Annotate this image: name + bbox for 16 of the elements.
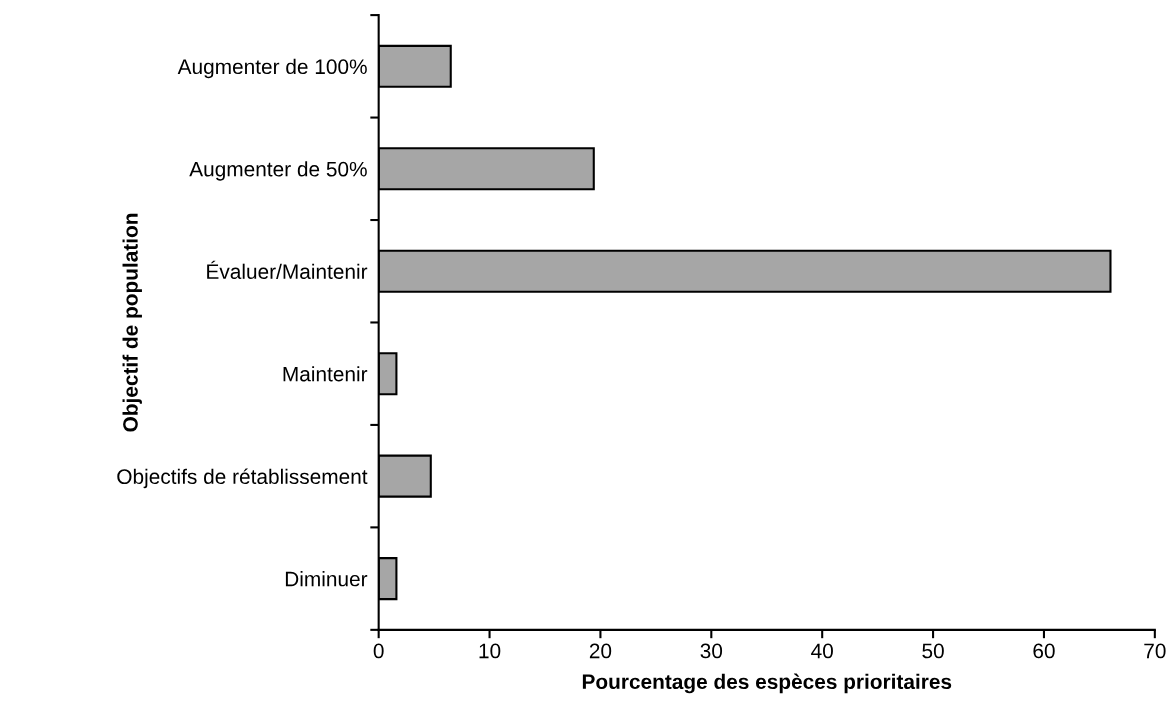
x-tick-label: 60: [1033, 643, 1055, 659]
y-tick-label: Augmenter de 100%: [177, 58, 367, 79]
x-tick-label: 20: [589, 643, 612, 659]
y-tick-label: Augmenter de 50%: [189, 161, 367, 181]
x-tick-label: 40: [811, 643, 833, 659]
y-tick-label: Évaluer/Maintenir: [207, 260, 368, 279]
x-tick-label: 10: [479, 643, 501, 659]
y-tick-label: Diminuer: [285, 571, 368, 587]
y-axis-title: Objectif de population: [122, 213, 142, 432]
x-tick-label: 70: [1144, 643, 1166, 659]
y-tick-label: Maintenir: [283, 366, 368, 382]
x-tick-label: 30: [700, 643, 723, 659]
x-axis-title: Pourcentage des espèces prioritaires: [582, 673, 952, 694]
y-tick-label: Objectifs de rétablissement: [117, 468, 368, 489]
x-tick-label: 50: [922, 643, 944, 659]
x-tick-label: 0: [373, 643, 384, 659]
